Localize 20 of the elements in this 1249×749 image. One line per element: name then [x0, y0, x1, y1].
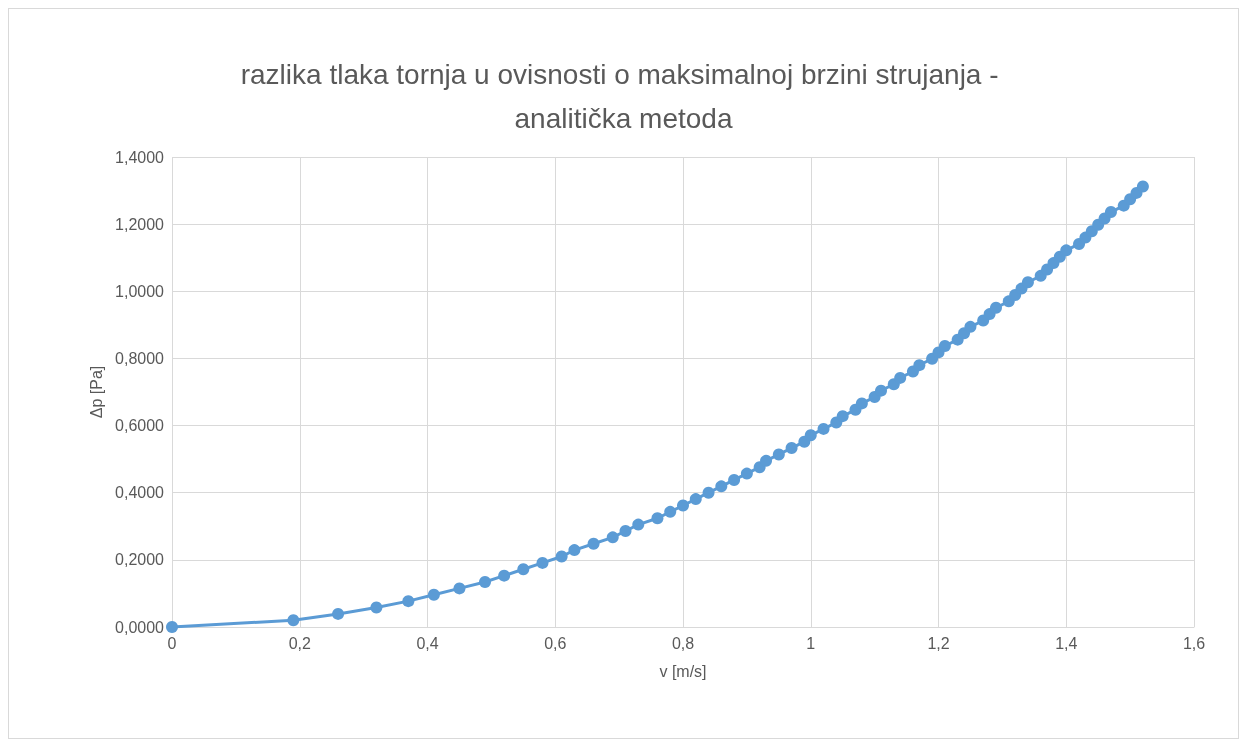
y-tick-label: 0,4000	[115, 484, 165, 502]
x-tick-label: 0,8	[671, 634, 695, 652]
x-tick-label: 0	[167, 634, 177, 652]
y-tick-label: 0,6000	[115, 417, 165, 435]
x-tick-label: 1,4	[1055, 634, 1078, 652]
x-tick-label: 1,2	[927, 634, 950, 652]
y-tick-label: 0,2000	[115, 551, 165, 569]
x-tick-label: 1	[806, 634, 816, 652]
y-tick-label: 1,2000	[115, 215, 165, 233]
y-tick-label: 0,0000	[115, 618, 165, 636]
chart-title: razlika tlaka tornja u ovisnosti o maksimalnoj brzini strujanja - analitička metoda	[240, 58, 1007, 134]
x-axis-title: v [m/s]	[659, 662, 707, 680]
y-axis-title: Δp [Pa]	[87, 365, 105, 419]
y-tick-label: 0,8000	[115, 349, 165, 367]
y-tick-label: 1,4000	[115, 148, 165, 166]
x-tick-label: 0,2	[288, 634, 311, 652]
x-tick-label: 0,6	[544, 634, 567, 652]
x-tick-label: 1,6	[1182, 634, 1206, 652]
x-tick-label: 0,4	[416, 634, 439, 652]
y-tick-label: 1,0000	[115, 282, 165, 300]
